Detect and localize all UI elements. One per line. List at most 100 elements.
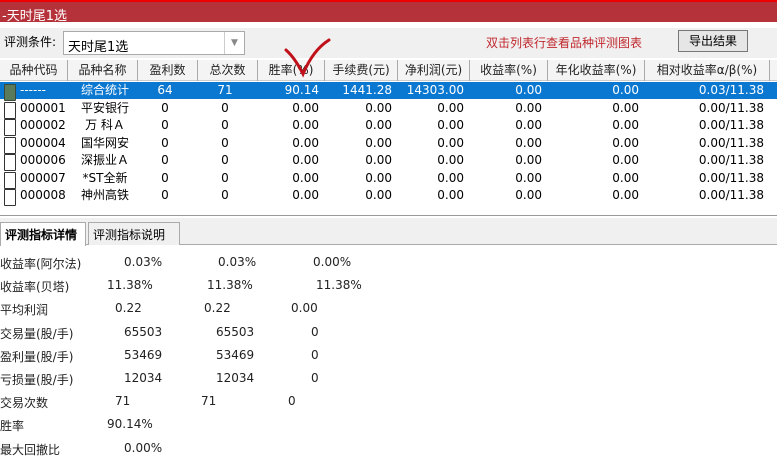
- metric-value: 11.38%: [207, 278, 253, 293]
- table-row[interactable]: 000008 神州高铁 0 0 0.00 0.00 0.00 0.00 0.00 0.00/11.…: [0, 187, 777, 206]
- metric-label: 最大回撤比: [0, 442, 61, 457]
- metric-value: 0.03%: [124, 255, 163, 269]
- metric-value: 0.00: [291, 301, 318, 316]
- column-header[interactable]: 品种名称: [68, 60, 138, 81]
- metric-row: 收益率(阿尔法) 0.03% 0.03% 0.00%: [0, 255, 777, 273]
- table-row[interactable]: 000004 国华网安 0 0 0.00 0.00 0.00 0.00 0.00 0.00/11.…: [0, 135, 777, 154]
- column-header[interactable]: 净利润(元): [398, 60, 470, 81]
- metric-value: 53469: [124, 347, 163, 362]
- metric-row: 平均利润 0.22 0.22 0.00: [0, 301, 777, 319]
- cell-annual: 0.00: [612, 153, 639, 167]
- chevron-down-icon[interactable]: ▼: [224, 32, 244, 54]
- cell-annual: 0.00: [612, 100, 639, 115]
- metric-label: 平均利润: [0, 303, 49, 318]
- condition-label: 评测条件:: [4, 35, 57, 49]
- cell-name: *ST全新: [82, 170, 128, 185]
- metric-value: 0: [311, 371, 319, 385]
- cell-rel: 0.00/11.38: [698, 100, 764, 115]
- metric-value: 0.22: [204, 301, 231, 316]
- metric-value: 0: [311, 347, 319, 362]
- metric-value: 11.38%: [107, 278, 153, 293]
- cell-ret: 0.00: [515, 83, 542, 97]
- export-button[interactable]: 导出结果: [678, 30, 748, 52]
- window-title: -天时尾1选: [2, 9, 67, 24]
- stock-icon: [4, 171, 16, 189]
- cell-code: 000006: [20, 153, 66, 167]
- metric-value: 0.03%: [218, 255, 257, 269]
- column-header[interactable]: 总次数: [198, 60, 258, 81]
- column-header[interactable]: 收益率(%): [470, 60, 548, 81]
- cell-win: 0: [161, 153, 169, 167]
- metric-details-panel: 收益率(阿尔法) 0.03% 0.03% 0.00% 收益率(贝塔) 11.38% 11.3…: [0, 246, 777, 457]
- table-row[interactable]: ------ 综合统计 64 71 90.14 1441.28 14303.00 0.00 0.…: [0, 82, 777, 101]
- cell-code: ------: [20, 83, 46, 97]
- column-header[interactable]: 年化收益率(%): [548, 60, 645, 81]
- cell-rate: 0.00: [292, 118, 319, 132]
- cell-code: 000002: [20, 118, 66, 132]
- table-row[interactable]: 000001 平安银行 0 0 0.00 0.00 0.00 0.00 0.00 0.00/11.…: [0, 100, 777, 119]
- metric-label: 收益率(阿尔法): [0, 257, 82, 271]
- cell-rel: 0.00/11.38: [698, 188, 764, 202]
- stock-icon: [4, 189, 16, 206]
- condition-bar: 评测条件: 天时尾1选 ▼ 双击列表行查看品种评测图表 导出结果: [0, 28, 777, 58]
- metric-row: 收益率(贝塔) 11.38% 11.38% 11.38%: [0, 278, 777, 296]
- table-row[interactable]: 000006 深振业Ａ 0 0 0.00 0.00 0.00 0.00 0.00 0.00/11.…: [0, 152, 777, 171]
- metric-value: 0.00%: [313, 255, 352, 269]
- stock-icon: [4, 101, 16, 119]
- cell-fee: 0.00: [365, 118, 392, 132]
- metric-label: 交易量(股/手): [0, 326, 74, 341]
- tab-metric-explanation[interactable]: 评测指标说明: [88, 222, 180, 245]
- column-header[interactable]: 相对收益率α/β(%): [645, 60, 770, 81]
- cell-rate: 90.14: [284, 83, 319, 97]
- table-header: 品种代码 品种名称 盈利数 总次数 胜率(%) 手续费(元) 净利润(元) 收益率(%) 年化收…: [0, 60, 777, 81]
- cell-fee: 0.00: [365, 188, 392, 202]
- metric-value: 0: [311, 324, 319, 339]
- column-header[interactable]: 品种代码: [0, 60, 68, 81]
- metric-value: 71: [201, 394, 217, 409]
- cell-fee: 0.00: [365, 135, 392, 150]
- cell-annual: 0.00: [612, 118, 639, 132]
- metric-value: 12034: [216, 371, 255, 385]
- tab-metric-details[interactable]: 评测指标详情: [0, 222, 86, 246]
- metric-value: 71: [115, 394, 131, 409]
- cell-name: 国华网安: [80, 135, 129, 150]
- cell-rel: 0.00/11.38: [698, 118, 764, 132]
- cell-ret: 0.00: [515, 118, 542, 132]
- cell-total: 0: [221, 135, 229, 150]
- stock-icon: [4, 119, 16, 136]
- cell-ret: 0.00: [515, 153, 542, 167]
- cell-fee: 0.00: [365, 100, 392, 115]
- metric-value: 12034: [124, 371, 163, 385]
- metric-value: 65503: [216, 324, 255, 339]
- cell-rel: 0.03/11.38: [698, 83, 764, 97]
- cell-fee: 0.00: [365, 170, 392, 185]
- table-row[interactable]: 000007 *ST全新 0 0 0.00 0.00 0.00 0.00 0.00 0.00/11…: [0, 170, 777, 189]
- cell-profit: 0.00: [437, 188, 464, 202]
- check-mark-annotation-icon: [284, 38, 331, 78]
- table-row[interactable]: 000002 万 科Ａ 0 0 0.00 0.00 0.00 0.00 0.00 0.00/11.…: [0, 117, 777, 136]
- cell-win: 64: [157, 83, 173, 97]
- cell-ret: 0.00: [515, 188, 542, 202]
- condition-select[interactable]: 天时尾1选 ▼: [63, 31, 245, 55]
- metric-row: 胜率 90.14%: [0, 417, 777, 435]
- metric-row: 最大回撤比 0.00%: [0, 441, 777, 459]
- summary-icon: [4, 84, 16, 101]
- metric-row: 亏损量(股/手) 12034 12034 0: [0, 371, 777, 389]
- cell-ret: 0.00: [515, 170, 542, 185]
- cell-total: 0: [221, 153, 229, 167]
- cell-rate: 0.00: [292, 170, 319, 185]
- results-table[interactable]: 品种代码 品种名称 盈利数 总次数 胜率(%) 手续费(元) 净利润(元) 收益率(%) 年化收…: [0, 60, 777, 216]
- cell-fee: 1441.28: [342, 83, 392, 97]
- metric-value: 0: [288, 394, 296, 409]
- cell-win: 0: [161, 135, 169, 150]
- cell-fee: 0.00: [365, 153, 392, 167]
- stock-icon: [4, 154, 16, 171]
- metric-label: 盈利量(股/手): [0, 349, 74, 364]
- cell-name: 神州高铁: [80, 188, 129, 202]
- cell-ret: 0.00: [515, 135, 542, 150]
- column-header[interactable]: 手续费(元): [325, 60, 398, 81]
- metric-label: 交易次数: [0, 396, 49, 411]
- cell-profit: 14303.00: [406, 83, 464, 97]
- condition-value: 天时尾1选: [68, 40, 129, 55]
- column-header[interactable]: 盈利数: [138, 60, 198, 81]
